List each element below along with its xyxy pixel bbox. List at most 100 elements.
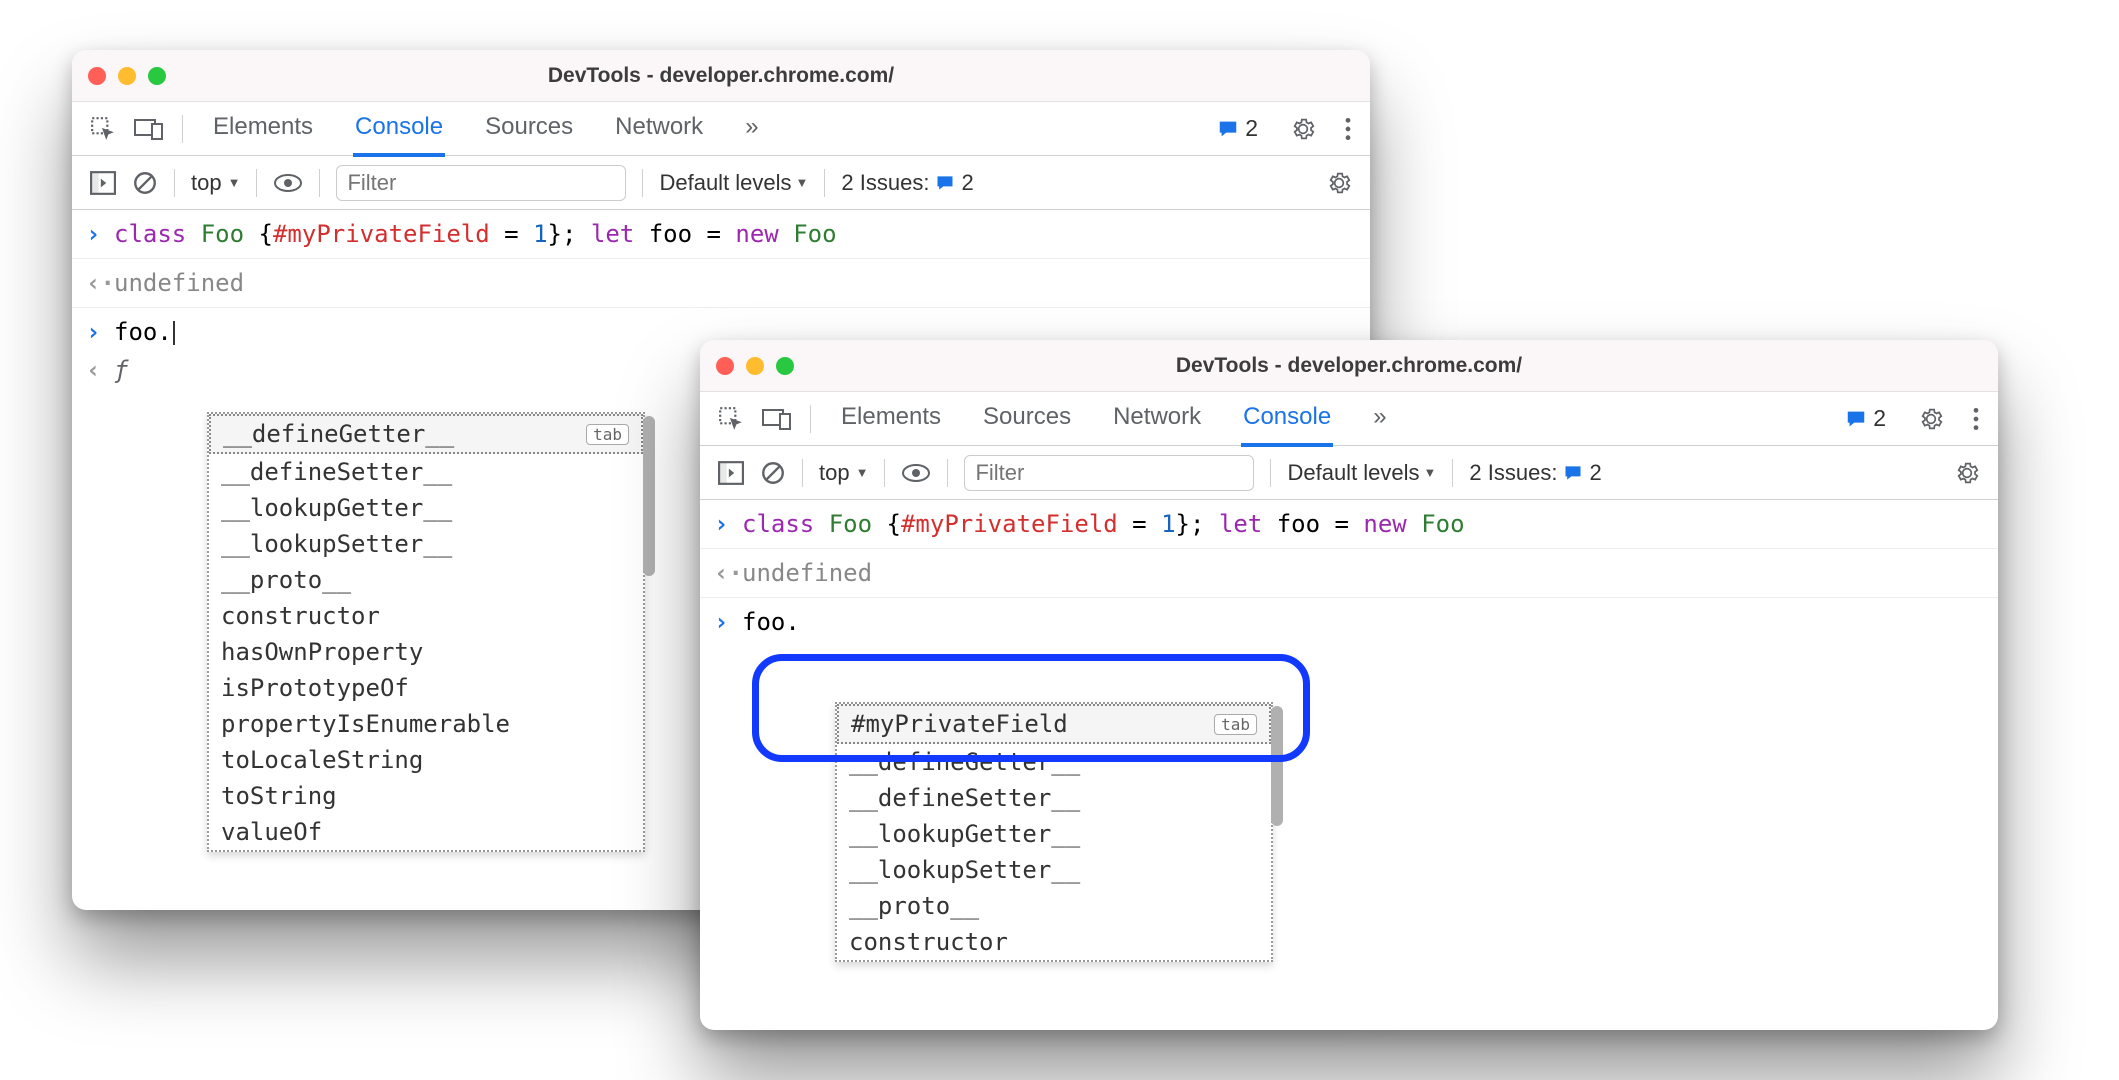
window-title: DevTools - developer.chrome.com/	[72, 64, 1370, 88]
tab-more[interactable]: »	[743, 101, 760, 157]
autocomplete-scrollbar[interactable]	[1271, 706, 1283, 826]
clear-console-icon[interactable]	[760, 460, 786, 486]
clear-console-icon[interactable]	[132, 170, 158, 196]
filter-input[interactable]	[964, 455, 1254, 491]
autocomplete-item[interactable]: __lookupSetter__	[209, 526, 643, 562]
close-window-button[interactable]	[88, 67, 106, 85]
autocomplete-item[interactable]: hasOwnProperty	[209, 634, 643, 670]
autocomplete-popup: __defineGetter__ tab __defineSetter__ __…	[207, 412, 645, 852]
zoom-window-button[interactable]	[776, 357, 794, 375]
window-titlebar: DevTools - developer.chrome.com/	[72, 50, 1370, 102]
issues-counter[interactable]: 2 Issues: 2	[1469, 460, 1601, 486]
output-value: undefined	[114, 269, 244, 297]
autocomplete-item[interactable]: constructor	[209, 598, 643, 634]
issues-count: 2	[961, 170, 973, 196]
autocomplete-item[interactable]: __defineSetter__	[209, 454, 643, 490]
devtools-window-after: DevTools - developer.chrome.com/ Element…	[700, 340, 1998, 1030]
device-toolbar-icon[interactable]	[762, 407, 792, 431]
autocomplete-scrollbar[interactable]	[643, 416, 655, 576]
autocomplete-item[interactable]: __lookupGetter__	[209, 490, 643, 526]
autocomplete-item[interactable]: toString	[209, 778, 643, 814]
autocomplete-item[interactable]: propertyIsEnumerable	[209, 706, 643, 742]
devtools-tabbar: Elements Console Sources Network » 2	[72, 102, 1370, 156]
settings-icon[interactable]	[1918, 406, 1944, 432]
issues-count: 2	[1589, 460, 1601, 486]
messages-count: 2	[1873, 405, 1886, 432]
separator	[1270, 459, 1271, 487]
autocomplete-item[interactable]: __defineSetter__	[837, 780, 1271, 816]
prompt-icon: ›	[86, 220, 104, 248]
autocomplete-item[interactable]: __defineGetter__ tab	[209, 414, 643, 454]
tab-network[interactable]: Network	[1111, 391, 1203, 447]
tab-more[interactable]: »	[1371, 391, 1388, 447]
context-selector[interactable]: top ▼	[191, 170, 240, 196]
minimize-window-button[interactable]	[746, 357, 764, 375]
autocomplete-item[interactable]: __lookupSetter__	[837, 852, 1271, 888]
console-output-line: ‹· undefined	[700, 549, 1998, 598]
issues-label: 2 Issues:	[1469, 460, 1557, 486]
tab-network[interactable]: Network	[613, 101, 705, 157]
messages-badge[interactable]: 2	[1845, 405, 1886, 432]
close-window-button[interactable]	[716, 357, 734, 375]
tab-hint: tab	[586, 424, 629, 445]
autocomplete-item[interactable]: isPrototypeOf	[209, 670, 643, 706]
tab-console[interactable]: Console	[1241, 391, 1333, 447]
console-settings-icon[interactable]	[1954, 460, 1980, 486]
filter-input[interactable]	[336, 165, 626, 201]
output-value: undefined	[742, 559, 872, 587]
separator	[174, 169, 175, 197]
device-toolbar-icon[interactable]	[134, 117, 164, 141]
autocomplete-item[interactable]: constructor	[837, 924, 1271, 960]
zoom-window-button[interactable]	[148, 67, 166, 85]
separator	[256, 169, 257, 197]
prompt-icon: ›	[714, 510, 732, 538]
live-expression-icon[interactable]	[901, 462, 931, 484]
tab-hint: tab	[1214, 714, 1257, 735]
inspect-element-icon[interactable]	[718, 406, 744, 432]
levels-label: Default levels	[1287, 460, 1419, 486]
console-current-input[interactable]: › foo.	[700, 598, 1998, 646]
autocomplete-item[interactable]: __defineGetter__	[837, 744, 1271, 780]
tab-elements[interactable]: Elements	[839, 391, 943, 447]
live-expression-icon[interactable]	[273, 172, 303, 194]
window-title: DevTools - developer.chrome.com/	[700, 354, 1998, 378]
separator	[319, 169, 320, 197]
minimize-window-button[interactable]	[118, 67, 136, 85]
console-input-line: › class Foo {#myPrivateField = 1}; let f…	[700, 500, 1998, 549]
inspect-element-icon[interactable]	[90, 116, 116, 142]
tab-sources[interactable]: Sources	[483, 101, 575, 157]
tab-sources[interactable]: Sources	[981, 391, 1073, 447]
autocomplete-item[interactable]: __proto__	[837, 888, 1271, 924]
code-snippet: class Foo {#myPrivateField = 1}; let foo…	[114, 220, 837, 248]
autocomplete-item[interactable]: toLocaleString	[209, 742, 643, 778]
chevron-down-icon: ▼	[228, 175, 241, 190]
sidebar-toggle-icon[interactable]	[90, 171, 116, 195]
kebab-menu-icon[interactable]	[1344, 116, 1352, 142]
traffic-lights	[716, 357, 794, 375]
kebab-menu-icon[interactable]	[1972, 406, 1980, 432]
log-levels-selector[interactable]: Default levels ▼	[659, 170, 808, 196]
prompt-icon: ›	[86, 318, 104, 346]
window-titlebar: DevTools - developer.chrome.com/	[700, 340, 1998, 392]
separator	[1452, 459, 1453, 487]
separator	[802, 459, 803, 487]
console-body: › class Foo {#myPrivateField = 1}; let f…	[700, 500, 1998, 646]
eager-eval-value: ƒ	[114, 356, 128, 384]
messages-badge[interactable]: 2	[1217, 115, 1258, 142]
issues-counter[interactable]: 2 Issues: 2	[841, 170, 973, 196]
output-icon: ‹·	[714, 559, 732, 587]
settings-icon[interactable]	[1290, 116, 1316, 142]
prompt-icon: ›	[714, 608, 732, 636]
autocomplete-label: __defineGetter__	[223, 420, 454, 448]
sidebar-toggle-icon[interactable]	[718, 461, 744, 485]
log-levels-selector[interactable]: Default levels ▼	[1287, 460, 1436, 486]
tab-console[interactable]: Console	[353, 101, 445, 157]
autocomplete-item[interactable]: __proto__	[209, 562, 643, 598]
autocomplete-item-private[interactable]: #myPrivateField tab	[837, 704, 1271, 744]
autocomplete-item[interactable]: __lookupGetter__	[837, 816, 1271, 852]
console-settings-icon[interactable]	[1326, 170, 1352, 196]
context-selector[interactable]: top ▼	[819, 460, 868, 486]
separator	[182, 115, 183, 143]
autocomplete-item[interactable]: valueOf	[209, 814, 643, 850]
tab-elements[interactable]: Elements	[211, 101, 315, 157]
